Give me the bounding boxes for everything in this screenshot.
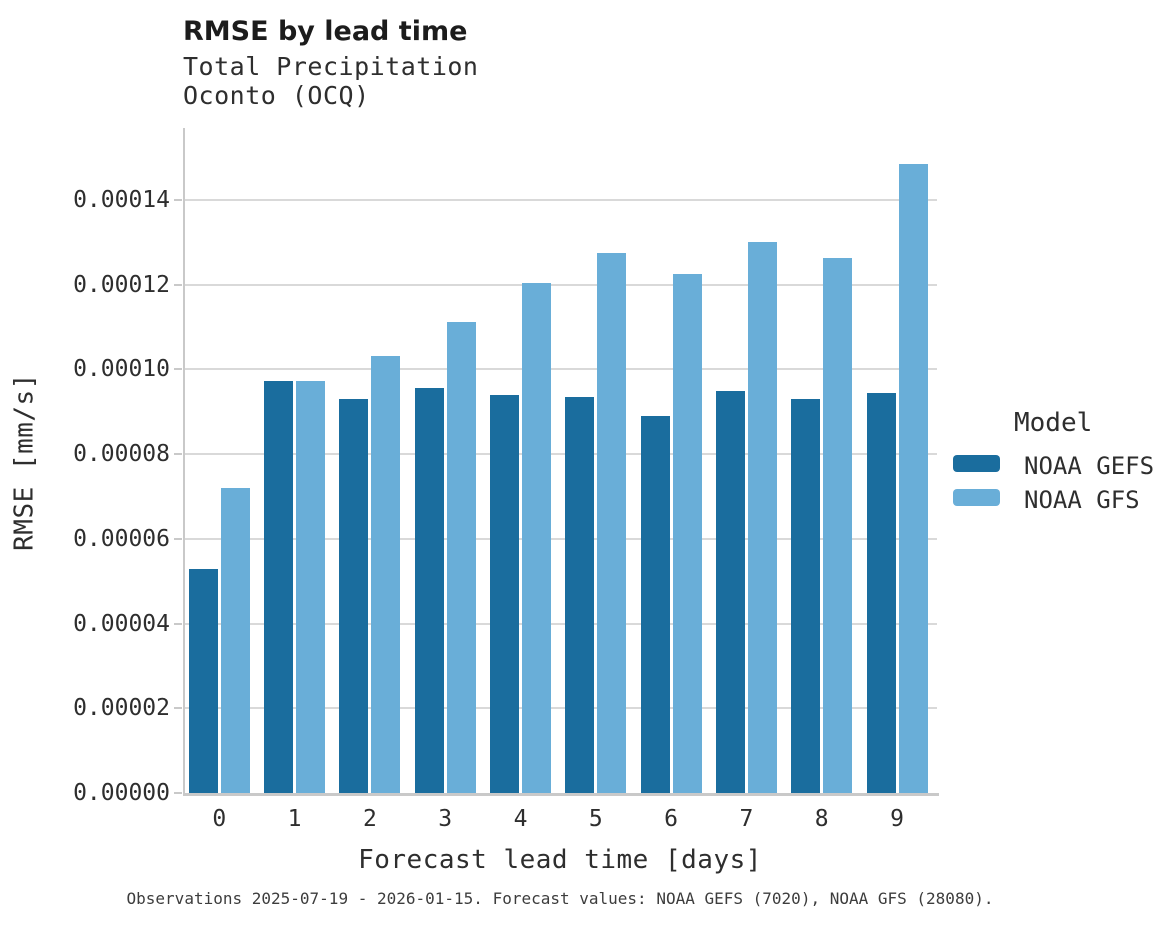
bar-noaa-gfs-day-2 — [371, 356, 401, 793]
y-tick-mark — [174, 792, 182, 794]
gridline — [183, 707, 937, 710]
bar-noaa-gefs-day-6 — [640, 416, 670, 793]
bar-noaa-gefs-day-0 — [188, 569, 218, 793]
legend-label: NOAA GFS — [1024, 486, 1140, 514]
bar-noaa-gefs-day-5 — [565, 397, 595, 793]
bar-noaa-gfs-day-9 — [898, 164, 928, 793]
x-axis-spine — [183, 793, 939, 796]
bar-noaa-gfs-day-6 — [672, 274, 702, 793]
x-tick-label: 4 — [513, 806, 528, 832]
x-tick-label: 0 — [212, 806, 227, 832]
y-tick-label: 0.00012 — [73, 271, 170, 298]
bar-noaa-gfs-day-8 — [823, 258, 853, 793]
y-tick-label: 0.00014 — [73, 187, 170, 213]
plot-area — [183, 128, 937, 793]
bar-noaa-gefs-day-4 — [490, 395, 519, 793]
bar-noaa-gefs-day-9 — [866, 393, 896, 793]
x-tick-label: 2 — [362, 806, 377, 832]
bar-noaa-gfs-day-5 — [597, 253, 627, 793]
y-tick-label: 0.00002 — [73, 695, 170, 722]
chart-title: RMSE by lead time — [183, 16, 468, 47]
chart-subtitle-variable: Total Precipitation — [183, 52, 479, 81]
y-tick-label: 0.00008 — [73, 441, 170, 468]
gfs-color-swatch-icon — [953, 489, 1000, 506]
y-tick-mark — [174, 622, 182, 625]
bar-noaa-gfs-day-4 — [522, 283, 551, 793]
chart-subtitle-station: Oconto (OCQ) — [183, 81, 370, 110]
y-tick-mark — [174, 453, 182, 456]
caption-text: Observations 2025-07-19 - 2026-01-15. Fo… — [126, 889, 994, 908]
bar-noaa-gefs-day-7 — [715, 391, 745, 793]
bar-noaa-gefs-day-8 — [791, 399, 821, 793]
y-tick-mark — [174, 283, 182, 286]
gefs-color-swatch-icon — [953, 455, 1000, 472]
gridline — [183, 368, 937, 371]
y-tick-label: 0.00010 — [73, 356, 170, 383]
gridline — [183, 199, 937, 201]
legend-title: Model — [1014, 408, 1093, 438]
y-tick-mark — [174, 368, 182, 371]
y-tick-label: 0.00000 — [73, 780, 170, 806]
bar-noaa-gfs-day-7 — [747, 242, 777, 793]
y-tick-mark — [174, 537, 182, 540]
x-tick-label: 6 — [664, 806, 679, 832]
y-axis-spine — [183, 128, 185, 796]
y-tick-mark — [174, 199, 182, 201]
x-axis-title: Forecast lead time [days] — [358, 845, 762, 875]
x-tick-label: 5 — [588, 806, 603, 832]
x-tick-label: 9 — [890, 806, 904, 832]
y-tick-label: 0.00006 — [73, 525, 170, 552]
y-tick-label: 0.00004 — [73, 610, 170, 637]
x-tick-label: 8 — [814, 806, 829, 832]
bar-noaa-gefs-day-3 — [414, 388, 444, 793]
x-tick-label: 1 — [287, 806, 302, 832]
y-tick-mark — [174, 707, 182, 710]
gridline — [183, 622, 937, 625]
x-tick-label: 3 — [438, 806, 453, 832]
gridline — [183, 537, 937, 540]
gridline — [183, 453, 937, 456]
x-tick-label: 7 — [739, 806, 754, 832]
bar-noaa-gfs-day-1 — [296, 381, 326, 793]
bar-noaa-gfs-day-0 — [220, 488, 250, 793]
bar-noaa-gefs-day-1 — [264, 381, 294, 793]
legend-label: NOAA GEFS — [1024, 452, 1155, 480]
bar-noaa-gfs-day-3 — [446, 322, 476, 793]
bar-noaa-gefs-day-2 — [339, 399, 369, 793]
gridline — [183, 283, 937, 286]
